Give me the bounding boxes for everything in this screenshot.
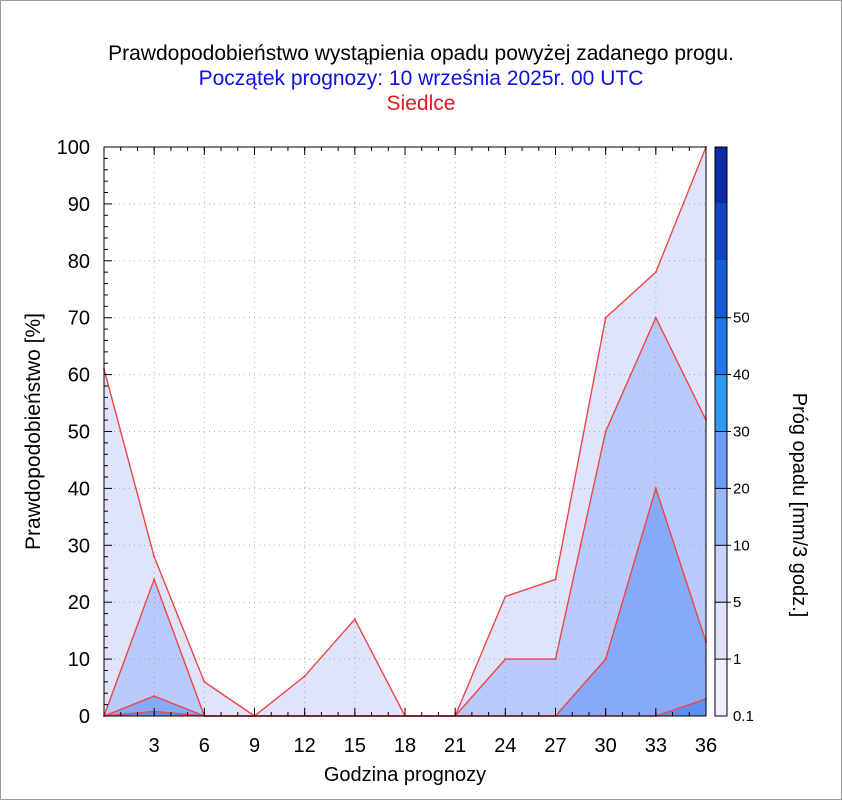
colorbar-band-2 bbox=[715, 545, 727, 603]
x-tick-label-9: 9 bbox=[249, 735, 260, 757]
colorbar-label-40: 40 bbox=[733, 367, 750, 384]
colorbar-label-10: 10 bbox=[733, 537, 750, 554]
forecast-start-subtitle: Początek prognozy: 10 września 2025r. 00… bbox=[198, 67, 644, 90]
colorbar-label-20: 20 bbox=[733, 480, 750, 497]
x-tick-label-6: 6 bbox=[199, 735, 210, 757]
colorbar-label-0.1: 0.1 bbox=[733, 708, 754, 725]
y-tick-label-60: 60 bbox=[68, 365, 90, 387]
data-point-s1-x33 bbox=[654, 316, 657, 319]
data-point-s0-x6 bbox=[203, 680, 206, 683]
data-point-s2-x3 bbox=[153, 695, 156, 698]
data-point-s2-x33 bbox=[654, 487, 657, 490]
colorbar-label-1: 1 bbox=[733, 651, 741, 668]
y-tick-label-30: 30 bbox=[68, 535, 90, 557]
y-tick-label-50: 50 bbox=[68, 422, 90, 444]
x-tick-label-18: 18 bbox=[394, 735, 416, 757]
y-tick-label-100: 100 bbox=[57, 137, 90, 159]
x-tick-label-21: 21 bbox=[444, 735, 466, 757]
area-threshold-3 bbox=[104, 698, 706, 716]
data-point-s2-x30 bbox=[604, 658, 607, 661]
x-tick-label-30: 30 bbox=[595, 735, 617, 757]
x-tick-label-15: 15 bbox=[344, 735, 366, 757]
area-threshold-2 bbox=[104, 488, 706, 716]
colorbar-label-50: 50 bbox=[733, 310, 750, 327]
x-tick-label-27: 27 bbox=[544, 735, 566, 757]
colorbar-band-0 bbox=[715, 659, 727, 716]
location-name: Siedlce bbox=[386, 92, 456, 115]
colorbar-band-9 bbox=[715, 147, 727, 204]
data-point-s0-x12 bbox=[303, 675, 306, 678]
data-point-s0-x30 bbox=[604, 316, 607, 319]
y-tick-label-0: 0 bbox=[79, 706, 90, 728]
colorbar-band-1 bbox=[715, 602, 727, 660]
chart-title: Prawdopodobieństwo wystąpienia opadu pow… bbox=[108, 42, 734, 65]
data-point-s1-x30 bbox=[604, 430, 607, 433]
y-tick-label-70: 70 bbox=[68, 308, 90, 330]
colorbar-label-30: 30 bbox=[733, 424, 750, 441]
colorbar-band-8 bbox=[715, 203, 727, 261]
y-axis-label: Prawdopodobieństwo [%] bbox=[22, 313, 45, 550]
data-point-s0-x15 bbox=[353, 618, 356, 621]
data-point-s0-x33 bbox=[654, 271, 657, 274]
data-point-s0-x24 bbox=[504, 595, 507, 598]
x-tick-label-12: 12 bbox=[294, 735, 316, 757]
x-tick-label-33: 33 bbox=[645, 735, 667, 757]
data-point-s0-x3 bbox=[153, 555, 156, 558]
colorbar-band-6 bbox=[715, 317, 727, 375]
x-tick-label-24: 24 bbox=[494, 735, 516, 757]
x-tick-label-3: 3 bbox=[149, 735, 160, 757]
x-axis-label: Godzina prognozy bbox=[324, 764, 486, 786]
y-tick-label-90: 90 bbox=[68, 194, 90, 216]
x-tick-label-36: 36 bbox=[695, 735, 717, 757]
colorbar-label-5: 5 bbox=[733, 594, 741, 611]
colorbar-band-7 bbox=[715, 260, 727, 318]
y-tick-label-40: 40 bbox=[68, 478, 90, 500]
data-point-s1-x24 bbox=[504, 658, 507, 661]
y-tick-label-20: 20 bbox=[68, 592, 90, 614]
colorbar-band-3 bbox=[715, 488, 727, 546]
y-tick-label-80: 80 bbox=[68, 251, 90, 273]
colorbar-band-4 bbox=[715, 431, 727, 489]
data-point-s1-x3 bbox=[153, 578, 156, 581]
colorbar-band-5 bbox=[715, 374, 727, 432]
colorbar-title: Próg opadu [mm/3 godz.] bbox=[788, 393, 810, 618]
data-point-s1-x27 bbox=[554, 658, 557, 661]
data-point-s0-x27 bbox=[554, 578, 557, 581]
y-tick-label-10: 10 bbox=[68, 649, 90, 671]
